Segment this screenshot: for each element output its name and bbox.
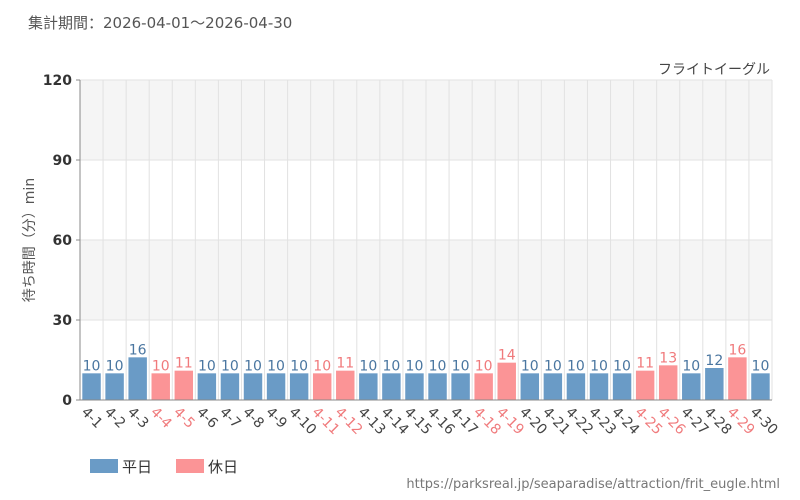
bar-4-30 xyxy=(751,373,770,400)
bar-4-11 xyxy=(312,373,332,400)
attraction-name: フライトイーグル xyxy=(658,62,770,78)
bar-value-labels: 10 10 16 10 11 10 10 10 10 10 10 11 10 10 10 10 10 10 14 10… xyxy=(83,342,770,374)
bar-4-13 xyxy=(359,373,378,400)
bar-label-4-10: 10 xyxy=(290,358,308,374)
bar-label-4-22: 10 xyxy=(567,358,585,374)
bar-4-14 xyxy=(382,373,401,400)
y-tick-90: 90 xyxy=(53,153,73,169)
x-tick-4-1: 4-1 xyxy=(78,404,105,431)
y-tick-120: 120 xyxy=(43,73,72,89)
bar-label-4-19: 14 xyxy=(498,348,516,364)
x-tick-4-8: 4-8 xyxy=(239,404,266,431)
x-tick-4-2: 4-2 xyxy=(101,404,128,431)
bar-4-29 xyxy=(728,357,747,400)
bar-label-4-17: 10 xyxy=(452,358,470,374)
bar-4-22 xyxy=(566,373,586,400)
x-tick-4-5: 4-5 xyxy=(170,404,197,431)
bar-4-26 xyxy=(658,365,678,400)
bar-label-4-13: 10 xyxy=(359,358,377,374)
bar-4-1 xyxy=(82,373,101,400)
bar-label-4-15: 10 xyxy=(406,358,424,374)
x-tick-4-4: 4-4 xyxy=(147,404,175,432)
bar-4-8 xyxy=(243,373,263,400)
y-tick-labels: 0 30 60 90 120 xyxy=(43,73,80,409)
legend: 平日 休日 xyxy=(90,458,238,476)
x-tick-4-7: 4-7 xyxy=(216,404,243,431)
bar-label-4-8: 10 xyxy=(244,358,262,374)
bar-label-4-20: 10 xyxy=(521,358,539,374)
bar-4-17 xyxy=(451,373,470,400)
bar-label-4-27: 10 xyxy=(682,358,700,374)
bar-4-20 xyxy=(520,373,540,400)
bar-4-23 xyxy=(589,373,609,400)
legend-swatch-holiday xyxy=(176,459,204,473)
bar-label-4-23: 10 xyxy=(590,358,608,374)
y-tick-0: 0 xyxy=(62,393,72,409)
x-tick-4-6: 4-6 xyxy=(193,404,221,432)
bar-label-4-6: 10 xyxy=(198,358,216,374)
y-tick-60: 60 xyxy=(53,233,73,249)
bar-label-4-2: 10 xyxy=(106,358,124,374)
bar-4-6 xyxy=(197,373,217,400)
bar-label-4-29: 16 xyxy=(728,342,746,358)
bar-label-4-24: 10 xyxy=(613,358,631,374)
bar-4-3 xyxy=(128,357,147,400)
bar-label-4-7: 10 xyxy=(221,358,239,374)
bars xyxy=(82,357,770,400)
bar-4-7 xyxy=(220,373,240,400)
bar-4-15 xyxy=(405,373,424,400)
bar-4-12 xyxy=(336,370,355,400)
bar-label-4-21: 10 xyxy=(544,358,562,374)
bar-label-4-11: 10 xyxy=(313,358,331,374)
y-tick-30: 30 xyxy=(53,313,73,329)
bar-4-28 xyxy=(705,368,724,400)
bar-4-18 xyxy=(474,373,493,400)
bar-4-9 xyxy=(266,373,286,400)
x-tick-4-9: 4-9 xyxy=(262,404,289,431)
y-axis-label: 待ち時間（分）min xyxy=(22,178,38,302)
bar-4-5 xyxy=(174,370,194,400)
bar-label-4-26: 13 xyxy=(659,350,677,366)
bar-label-4-9: 10 xyxy=(267,358,285,374)
bar-label-4-25: 11 xyxy=(636,356,654,372)
bar-4-4 xyxy=(151,373,170,400)
bar-4-27 xyxy=(682,373,701,400)
period-label: 集計期間：2026-04-01～2026-04-30 xyxy=(28,14,292,32)
bar-label-4-30: 10 xyxy=(752,358,770,374)
bar-4-24 xyxy=(612,373,632,400)
legend-swatch-weekday xyxy=(90,459,118,473)
bar-label-4-18: 10 xyxy=(475,358,493,374)
bar-4-10 xyxy=(289,373,309,400)
bar-4-21 xyxy=(543,373,563,400)
source-url: https://parksreal.jp/seaparadise/attract… xyxy=(406,477,780,492)
bar-4-19 xyxy=(497,362,516,400)
x-tick-labels: 4-14-24-34-44-54-64-74-84-94-104-114-124… xyxy=(78,404,781,438)
bar-label-4-28: 12 xyxy=(705,353,723,369)
bar-4-16 xyxy=(428,373,447,400)
bar-label-4-3: 16 xyxy=(129,342,147,358)
bar-label-4-4: 10 xyxy=(152,358,170,374)
bar-4-25 xyxy=(635,370,655,400)
bar-label-4-16: 10 xyxy=(429,358,447,374)
bar-label-4-1: 10 xyxy=(83,358,101,374)
bar-label-4-14: 10 xyxy=(382,358,400,374)
bar-label-4-12: 11 xyxy=(336,356,354,372)
bar-4-2 xyxy=(105,373,124,400)
legend-label-weekday: 平日 xyxy=(122,458,152,476)
legend-label-holiday: 休日 xyxy=(208,458,238,476)
bar-label-4-5: 11 xyxy=(175,356,193,372)
x-tick-4-3: 4-3 xyxy=(124,404,151,431)
